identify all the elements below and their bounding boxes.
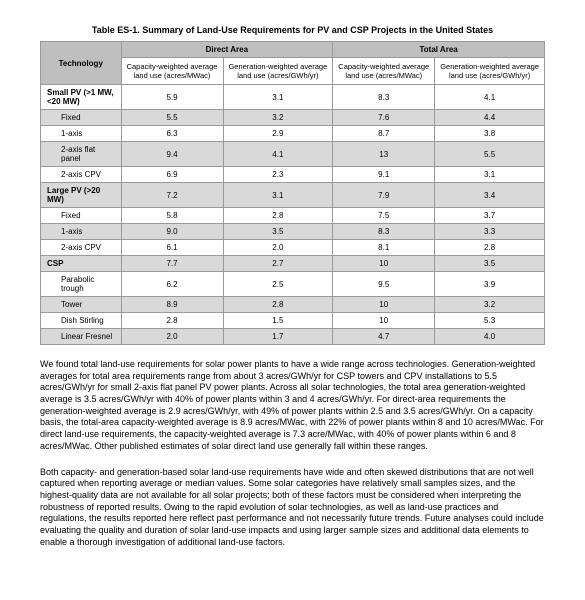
row-value: 13 xyxy=(333,142,435,167)
row-label: Fixed xyxy=(41,208,122,224)
row-label: 2-axis CPV xyxy=(41,240,122,256)
subheader-total-gen: Generation-weighted average land use (ac… xyxy=(435,58,545,85)
row-value: 2.5 xyxy=(223,272,333,297)
row-label: Dish Stirling xyxy=(41,313,122,329)
row-label: Small PV (>1 MW, <20 MW) xyxy=(41,85,122,110)
table-row: Small PV (>1 MW, <20 MW)5.93.18.34.1 xyxy=(41,85,545,110)
row-label: 1-axis xyxy=(41,126,122,142)
table-row: Dish Stirling2.81.5105.3 xyxy=(41,313,545,329)
row-value: 4.1 xyxy=(223,142,333,167)
row-value: 4.7 xyxy=(333,329,435,345)
row-value: 7.5 xyxy=(333,208,435,224)
row-value: 5.5 xyxy=(121,110,223,126)
header-direct-area: Direct Area xyxy=(121,42,333,58)
row-value: 4.4 xyxy=(435,110,545,126)
row-value: 10 xyxy=(333,256,435,272)
row-value: 4.0 xyxy=(435,329,545,345)
row-value: 9.0 xyxy=(121,224,223,240)
row-value: 2.7 xyxy=(223,256,333,272)
row-label: Parabolic trough xyxy=(41,272,122,297)
paragraph-1: We found total land-use requirements for… xyxy=(40,359,545,453)
row-value: 9.1 xyxy=(333,167,435,183)
table-row: 2-axis flat panel9.44.1135.5 xyxy=(41,142,545,167)
table-row: Fixed5.53.27.64.4 xyxy=(41,110,545,126)
row-value: 3.3 xyxy=(435,224,545,240)
row-value: 5.3 xyxy=(435,313,545,329)
row-value: 10 xyxy=(333,313,435,329)
table-row: Fixed5.82.87.53.7 xyxy=(41,208,545,224)
row-value: 2.0 xyxy=(223,240,333,256)
row-label: Large PV (>20 MW) xyxy=(41,183,122,208)
subheader-total-cap: Capacity-weighted average land use (acre… xyxy=(333,58,435,85)
row-value: 9.5 xyxy=(333,272,435,297)
row-value: 7.9 xyxy=(333,183,435,208)
paragraph-2: Both capacity- and generation-based sola… xyxy=(40,467,545,549)
table-row: Parabolic trough6.22.59.53.9 xyxy=(41,272,545,297)
table-row: 2-axis CPV6.92.39.13.1 xyxy=(41,167,545,183)
table-row: CSP7.72.7103.5 xyxy=(41,256,545,272)
row-value: 10 xyxy=(333,297,435,313)
subheader-direct-cap: Capacity-weighted average land use (acre… xyxy=(121,58,223,85)
row-value: 1.5 xyxy=(223,313,333,329)
row-value: 7.7 xyxy=(121,256,223,272)
row-value: 5.9 xyxy=(121,85,223,110)
row-value: 1.7 xyxy=(223,329,333,345)
row-value: 5.5 xyxy=(435,142,545,167)
row-value: 2.8 xyxy=(223,297,333,313)
row-value: 8.3 xyxy=(333,224,435,240)
row-value: 9.4 xyxy=(121,142,223,167)
table-title: Table ES-1. Summary of Land-Use Requirem… xyxy=(40,25,545,35)
row-label: 2-axis flat panel xyxy=(41,142,122,167)
row-label: 2-axis CPV xyxy=(41,167,122,183)
row-value: 2.8 xyxy=(223,208,333,224)
row-value: 2.0 xyxy=(121,329,223,345)
row-value: 8.9 xyxy=(121,297,223,313)
land-use-table: Technology Direct Area Total Area Capaci… xyxy=(40,41,545,345)
row-value: 6.1 xyxy=(121,240,223,256)
row-value: 3.5 xyxy=(435,256,545,272)
row-value: 8.3 xyxy=(333,85,435,110)
row-label: Fixed xyxy=(41,110,122,126)
row-value: 3.1 xyxy=(435,167,545,183)
table-row: Tower8.92.8103.2 xyxy=(41,297,545,313)
row-value: 3.1 xyxy=(223,85,333,110)
row-value: 3.9 xyxy=(435,272,545,297)
table-row: Linear Fresnel2.01.74.74.0 xyxy=(41,329,545,345)
row-value: 3.4 xyxy=(435,183,545,208)
table-row: Large PV (>20 MW)7.23.17.93.4 xyxy=(41,183,545,208)
header-total-area: Total Area xyxy=(333,42,545,58)
row-value: 2.3 xyxy=(223,167,333,183)
row-value: 8.7 xyxy=(333,126,435,142)
table-row: 1-axis9.03.58.33.3 xyxy=(41,224,545,240)
row-value: 7.6 xyxy=(333,110,435,126)
row-label: Tower xyxy=(41,297,122,313)
row-value: 7.2 xyxy=(121,183,223,208)
header-technology: Technology xyxy=(41,42,122,85)
row-label: Linear Fresnel xyxy=(41,329,122,345)
row-value: 2.9 xyxy=(223,126,333,142)
row-value: 2.8 xyxy=(435,240,545,256)
row-value: 3.7 xyxy=(435,208,545,224)
row-value: 2.8 xyxy=(121,313,223,329)
row-value: 3.1 xyxy=(223,183,333,208)
row-value: 5.8 xyxy=(121,208,223,224)
row-value: 6.3 xyxy=(121,126,223,142)
table-row: 2-axis CPV6.12.08.12.8 xyxy=(41,240,545,256)
row-value: 3.2 xyxy=(435,297,545,313)
row-value: 3.5 xyxy=(223,224,333,240)
row-value: 3.8 xyxy=(435,126,545,142)
row-value: 6.2 xyxy=(121,272,223,297)
row-value: 3.2 xyxy=(223,110,333,126)
row-value: 4.1 xyxy=(435,85,545,110)
row-value: 6.9 xyxy=(121,167,223,183)
row-label: CSP xyxy=(41,256,122,272)
row-label: 1-axis xyxy=(41,224,122,240)
subheader-direct-gen: Generation-weighted average land use (ac… xyxy=(223,58,333,85)
table-row: 1-axis6.32.98.73.8 xyxy=(41,126,545,142)
row-value: 8.1 xyxy=(333,240,435,256)
